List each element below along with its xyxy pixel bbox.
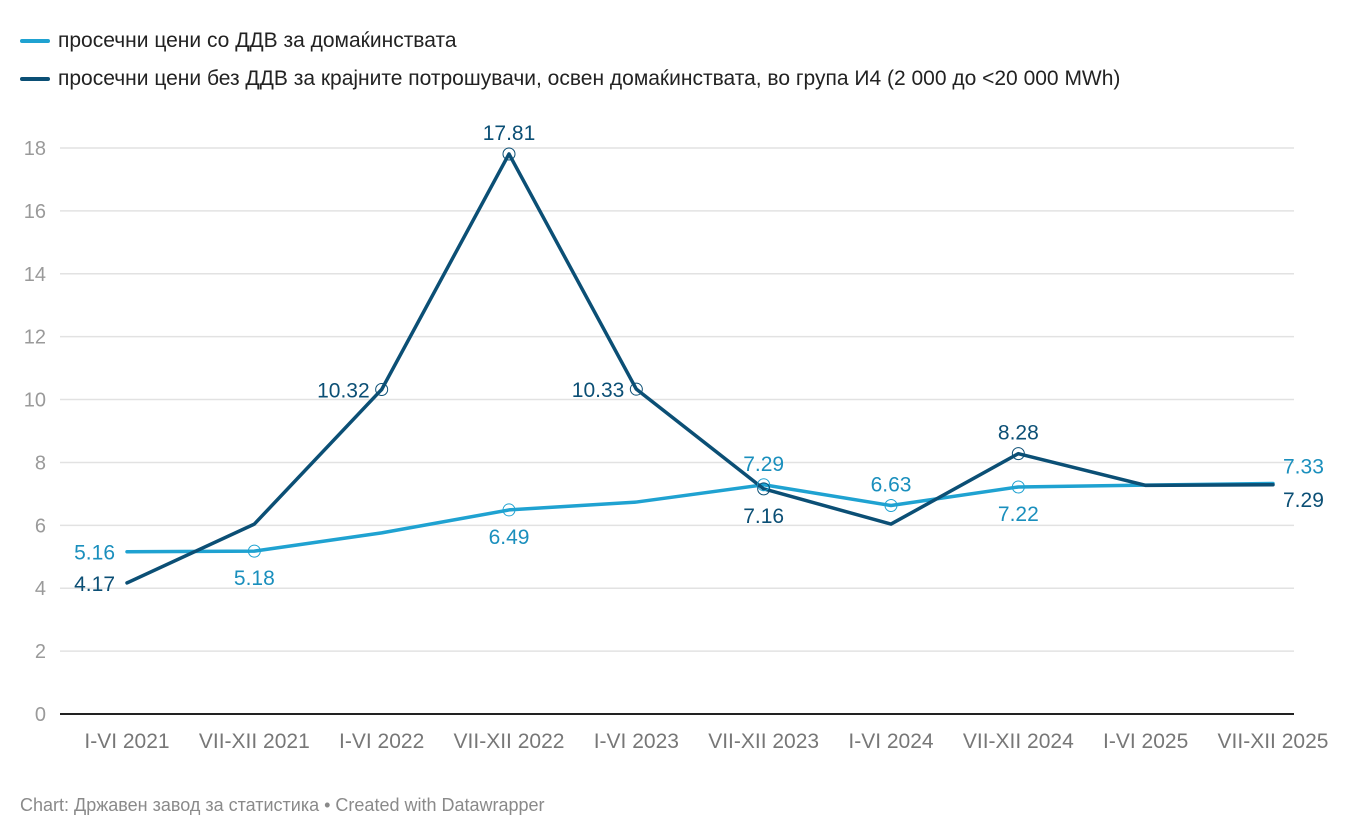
data-point-marker bbox=[757, 482, 771, 496]
y-tick-label: 10 bbox=[24, 390, 46, 412]
legend-item-households: просечни цени со ДДВ за домаќинствата bbox=[20, 22, 1120, 60]
data-point-marker bbox=[884, 499, 898, 513]
y-tick-label: 0 bbox=[35, 704, 46, 726]
series-line-1 bbox=[125, 152, 1275, 585]
data-label: 7.22 bbox=[998, 503, 1039, 526]
data-label: 17.81 bbox=[483, 122, 536, 145]
legend-swatch-households bbox=[20, 39, 50, 43]
series-line-0 bbox=[125, 481, 1275, 554]
data-label: 5.16 bbox=[74, 542, 115, 565]
data-point-marker bbox=[757, 478, 771, 492]
data-label: 7.16 bbox=[743, 505, 784, 528]
data-label: 4.17 bbox=[74, 573, 115, 596]
data-point-marker bbox=[375, 382, 389, 396]
y-tick-label: 18 bbox=[24, 138, 46, 160]
legend-label-nonhouseholds: просечни цени без ДДВ за крајните потрош… bbox=[58, 67, 1121, 90]
x-axis-ticks: I-VI 2021 VII-XII 2021 I-VI 2022 VII-XII 20… bbox=[84, 730, 1328, 753]
data-label: 10.32 bbox=[317, 379, 370, 402]
data-label: 6.63 bbox=[871, 474, 912, 497]
y-tick-label: 6 bbox=[35, 515, 46, 537]
series-lines bbox=[125, 152, 1275, 585]
data-label: 7.29 bbox=[1283, 489, 1324, 512]
x-tick-label: VII-XII 2023 bbox=[708, 730, 819, 753]
x-tick-label: I-VI 2025 bbox=[1103, 730, 1188, 753]
x-tick-label: I-VI 2023 bbox=[594, 730, 679, 753]
y-axis-ticks: 0 2 4 6 8 10 12 14 16 18 bbox=[24, 138, 46, 726]
y-tick-label: 4 bbox=[35, 578, 46, 600]
y-tick-label: 14 bbox=[24, 264, 46, 286]
series-markers bbox=[247, 147, 1025, 558]
x-tick-label: I-VI 2024 bbox=[848, 730, 934, 753]
data-point-marker bbox=[629, 382, 643, 396]
data-point-marker bbox=[247, 544, 261, 558]
x-tick-label: I-VI 2022 bbox=[339, 730, 424, 753]
y-tick-label: 2 bbox=[35, 641, 46, 663]
data-label: 7.29 bbox=[743, 453, 784, 476]
legend-swatch-nonhouseholds bbox=[20, 77, 50, 81]
x-tick-label: VII-XII 2024 bbox=[963, 730, 1074, 753]
data-point-marker bbox=[502, 147, 516, 161]
data-point-marker bbox=[502, 503, 516, 517]
x-tick-label: I-VI 2021 bbox=[84, 730, 169, 753]
data-label: 5.18 bbox=[234, 567, 275, 590]
data-label: 7.33 bbox=[1283, 456, 1324, 479]
legend-label-households: просечни цени со ДДВ за домаќинствата bbox=[58, 29, 457, 52]
y-tick-label: 12 bbox=[24, 327, 46, 349]
data-label: 10.33 bbox=[572, 379, 625, 402]
x-tick-label: VII-XII 2022 bbox=[454, 730, 565, 753]
y-tick-label: 8 bbox=[35, 452, 46, 474]
data-label: 8.28 bbox=[998, 422, 1039, 445]
legend-item-nonhouseholds: просечни цени без ДДВ за крајните потрош… bbox=[20, 60, 1120, 98]
y-tick-label: 16 bbox=[24, 201, 46, 223]
footer-text: Chart: Државен завод за статистика • Cre… bbox=[20, 795, 545, 815]
chart-legend: просечни цени со ДДВ за домаќинствата пр… bbox=[20, 22, 1120, 98]
gridlines bbox=[60, 147, 1294, 715]
data-labels: 5.16 5.18 6.49 7.29 6.63 7.22 7.33 4.17 10.32 17.… bbox=[74, 122, 1324, 596]
data-point-marker bbox=[1011, 480, 1025, 494]
x-tick-label: VII-XII 2021 bbox=[199, 730, 310, 753]
chart-source-footer: Chart: Државен завод за статистика • Cre… bbox=[20, 795, 545, 816]
data-point-marker bbox=[1011, 447, 1025, 461]
x-tick-label: VII-XII 2025 bbox=[1218, 730, 1329, 753]
data-label: 6.49 bbox=[489, 526, 530, 549]
